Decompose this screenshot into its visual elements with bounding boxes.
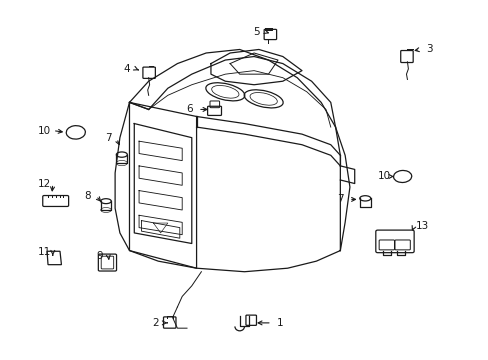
Text: 9: 9 [96, 251, 103, 261]
Text: 7: 7 [104, 133, 111, 143]
Text: 12: 12 [38, 179, 51, 189]
Text: 13: 13 [415, 221, 428, 231]
Text: 7: 7 [336, 194, 343, 204]
Text: 5: 5 [253, 27, 259, 37]
Text: 4: 4 [123, 64, 130, 74]
Text: 10: 10 [377, 171, 390, 181]
Text: 2: 2 [152, 318, 159, 328]
Text: 6: 6 [186, 104, 192, 114]
Text: 8: 8 [84, 191, 90, 201]
Text: 10: 10 [38, 126, 51, 136]
Text: 3: 3 [425, 45, 431, 54]
Text: 11: 11 [38, 247, 51, 257]
Text: 1: 1 [277, 318, 283, 328]
